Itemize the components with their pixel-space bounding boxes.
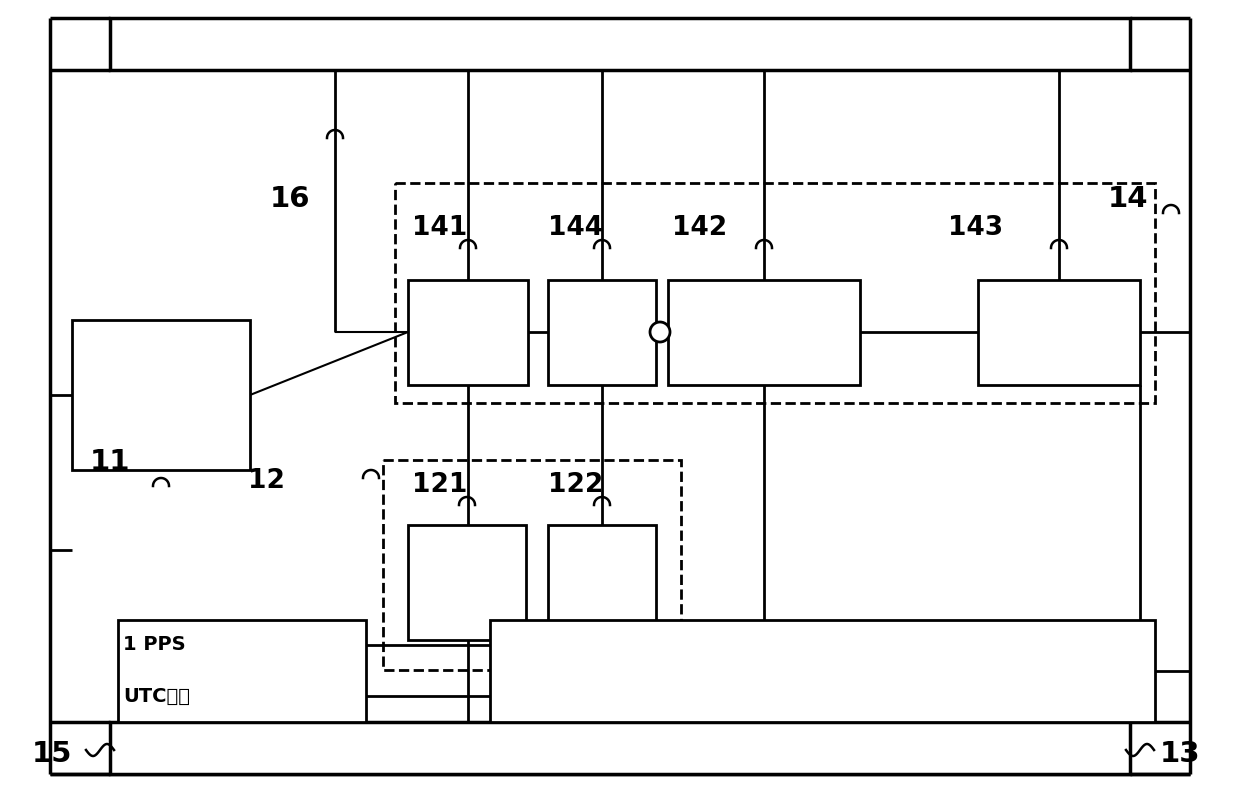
Text: 143: 143 — [949, 215, 1003, 241]
Bar — [548, 280, 656, 385]
Text: 141: 141 — [412, 215, 467, 241]
Text: 14: 14 — [1109, 185, 1148, 213]
Text: 16: 16 — [270, 185, 310, 213]
Bar — [110, 722, 1130, 774]
Bar — [396, 183, 1154, 403]
Bar — [408, 525, 526, 640]
Text: 121: 121 — [412, 472, 467, 498]
Text: 11: 11 — [91, 448, 130, 476]
Circle shape — [650, 322, 670, 342]
Text: 142: 142 — [672, 215, 727, 241]
Bar — [490, 620, 1154, 722]
Text: UTC时间: UTC时间 — [123, 687, 190, 706]
Text: 15: 15 — [32, 740, 72, 768]
Text: 13: 13 — [1159, 740, 1200, 768]
Text: 12: 12 — [248, 468, 285, 494]
Bar — [548, 525, 656, 640]
Bar — [408, 280, 528, 385]
Text: 144: 144 — [548, 215, 603, 241]
Text: 122: 122 — [548, 472, 603, 498]
Text: 1 PPS: 1 PPS — [123, 635, 186, 654]
Bar — [383, 460, 681, 670]
Bar — [118, 620, 366, 722]
Bar — [668, 280, 861, 385]
Bar — [110, 18, 1130, 70]
Bar — [978, 280, 1140, 385]
Bar — [72, 320, 250, 470]
